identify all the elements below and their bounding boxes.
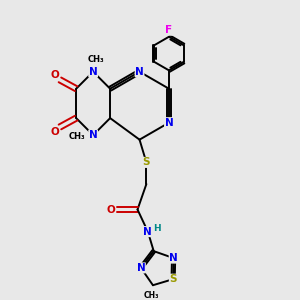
Text: N: N [136,263,145,273]
Text: O: O [106,205,115,214]
Text: N: N [89,130,98,140]
Text: N: N [89,67,98,77]
Text: F: F [165,25,172,35]
Text: S: S [142,158,150,167]
Text: CH₃: CH₃ [88,55,104,64]
Text: S: S [169,274,177,284]
Text: N: N [169,253,178,263]
Text: CH₃: CH₃ [144,291,159,300]
Text: O: O [50,127,59,137]
Text: N: N [165,118,173,128]
Text: O: O [50,70,59,80]
Text: CH₃: CH₃ [69,132,85,141]
Text: H: H [154,224,161,232]
Text: N: N [135,67,144,77]
Text: N: N [143,226,152,237]
